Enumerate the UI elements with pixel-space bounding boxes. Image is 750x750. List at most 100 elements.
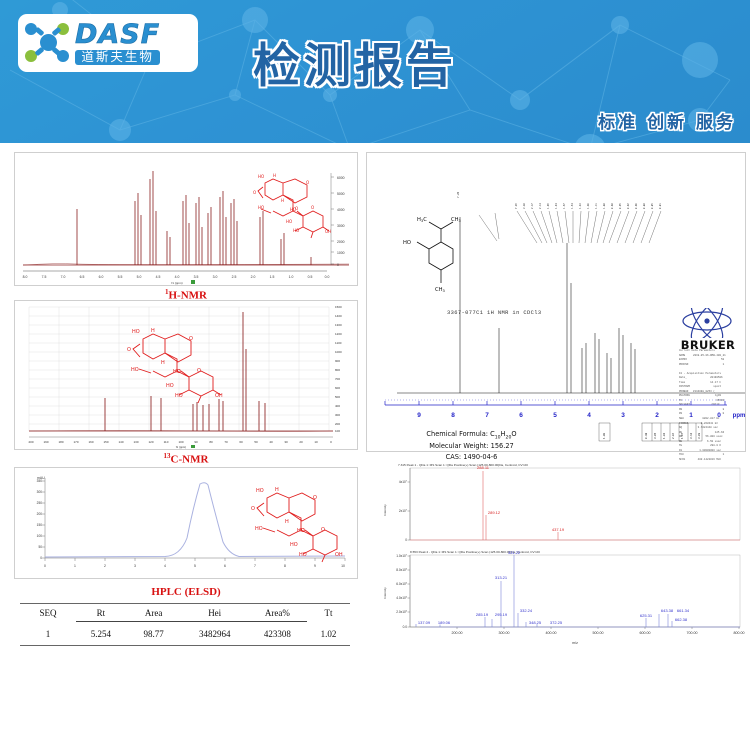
bruker-logo: BRUKER bbox=[677, 308, 739, 352]
table-row: 1 5.254 98.77 3482964 423308 1.02 bbox=[20, 622, 350, 646]
svg-text:3.09: 3.09 bbox=[698, 432, 701, 439]
svg-text:2: 2 bbox=[655, 412, 659, 419]
ms2-peak-label-643: 643.38 bbox=[661, 608, 674, 613]
cell-hei: 3482964 bbox=[198, 629, 231, 639]
bruker-wordmark: BRUKER bbox=[680, 338, 736, 352]
structure-diagram-hplc bbox=[256, 492, 338, 563]
svg-text:600: 600 bbox=[335, 386, 340, 390]
svg-text:120: 120 bbox=[148, 440, 153, 444]
label-ho: HO bbox=[403, 240, 411, 246]
cell-seq: 1 bbox=[45, 628, 51, 639]
svg-text:1300: 1300 bbox=[335, 323, 342, 327]
svg-text:O: O bbox=[295, 206, 298, 211]
svg-text:900: 900 bbox=[335, 359, 340, 363]
company-logo: DASF 道斯夫生物 bbox=[18, 14, 198, 72]
svg-text:0.0: 0.0 bbox=[403, 625, 408, 629]
svg-text:7.0: 7.0 bbox=[61, 275, 66, 279]
svg-text:100: 100 bbox=[335, 429, 340, 433]
svg-text:1000: 1000 bbox=[335, 350, 342, 354]
molecule-icon bbox=[24, 20, 72, 66]
svg-text:300: 300 bbox=[335, 413, 340, 417]
h-nmr-caption: 1H-NMR bbox=[165, 288, 207, 302]
ms2-peak-label-625: 625.31 bbox=[640, 613, 653, 618]
svg-text:6.0: 6.0 bbox=[99, 275, 104, 279]
svg-text:HO: HO bbox=[290, 207, 296, 212]
svg-text:4000: 4000 bbox=[337, 208, 345, 212]
svg-text:8: 8 bbox=[451, 412, 455, 419]
nmr-run-title: 3367-077C1 1H NMR in CDCl3 bbox=[447, 310, 542, 316]
ms2-title: 8.553 Peak 2 - QDa 1: MS Scan 1: QDa Pos… bbox=[410, 550, 540, 554]
svg-text:3.05: 3.05 bbox=[654, 432, 657, 439]
svg-text:10: 10 bbox=[314, 440, 318, 444]
ms2-peak-label-285: 285.19 bbox=[476, 612, 489, 617]
svg-text:1.0: 1.0 bbox=[289, 275, 294, 279]
svg-text:9: 9 bbox=[314, 564, 316, 568]
svg-text:HO: HO bbox=[258, 205, 264, 210]
svg-text:200.00: 200.00 bbox=[452, 631, 463, 635]
svg-text:0: 0 bbox=[405, 538, 407, 542]
svg-text:350: 350 bbox=[37, 479, 43, 483]
svg-text:6: 6 bbox=[224, 564, 226, 568]
svg-text:8.0: 8.0 bbox=[23, 275, 28, 279]
ms1-peak-label-437: 437.19 bbox=[552, 527, 565, 532]
ms-panel-1: 7.315 Peak 1 - QDa 1: MS Scan 1: QDa Pos… bbox=[380, 460, 746, 552]
bruker-nmr-spectrum: 7.26 3.38 2.17 2.14 1.96 1.94 1.67 1.64 … bbox=[384, 191, 745, 442]
svg-text:H: H bbox=[151, 328, 155, 334]
svg-text:3.38: 3.38 bbox=[523, 203, 526, 209]
cell-rt: 5.254 bbox=[90, 629, 111, 639]
svg-text:OH: OH bbox=[325, 229, 331, 234]
svg-text:0: 0 bbox=[717, 412, 721, 419]
ms1-ylabel: Intensity bbox=[383, 504, 387, 516]
svg-text:1: 1 bbox=[74, 564, 76, 568]
svg-text:1400: 1400 bbox=[335, 314, 342, 318]
svg-text:1.11: 1.11 bbox=[595, 203, 598, 209]
svg-text:HO: HO bbox=[255, 526, 263, 532]
cell-areapct: 423308 bbox=[263, 629, 291, 639]
svg-text:0.90: 0.90 bbox=[635, 203, 638, 209]
svg-text:5: 5 bbox=[194, 564, 196, 568]
c-nmr-caption-superscript: 13 bbox=[163, 452, 171, 460]
svg-text:1100: 1100 bbox=[335, 341, 342, 345]
svg-text:H: H bbox=[273, 173, 276, 178]
svg-text:4.0: 4.0 bbox=[175, 275, 180, 279]
svg-text:0: 0 bbox=[40, 556, 42, 560]
svg-text:7: 7 bbox=[485, 412, 489, 419]
svg-text:3.12: 3.12 bbox=[690, 432, 693, 439]
svg-text:2.5: 2.5 bbox=[232, 275, 237, 279]
ms-spectrum-2: 8.553 Peak 2 - QDa 1: MS Scan 1: QDa Pos… bbox=[383, 550, 745, 645]
svg-text:200: 200 bbox=[335, 422, 340, 426]
svg-text:H: H bbox=[281, 198, 284, 203]
svg-text:1.00: 1.00 bbox=[603, 432, 606, 439]
svg-text:0.92: 0.92 bbox=[627, 203, 630, 209]
svg-text:1.64: 1.64 bbox=[571, 203, 574, 209]
svg-text:190: 190 bbox=[43, 440, 48, 444]
svg-text:0.0: 0.0 bbox=[325, 275, 330, 279]
col-tt: Tt bbox=[324, 608, 333, 619]
svg-text:1.02: 1.02 bbox=[663, 432, 666, 439]
svg-text:6000: 6000 bbox=[337, 176, 345, 180]
svg-text:40: 40 bbox=[269, 440, 273, 444]
chemical-formula-line: Chemical Formula: C10H20O bbox=[426, 430, 517, 441]
svg-text:HO: HO bbox=[132, 329, 140, 335]
menthol-structure bbox=[416, 221, 454, 283]
h-nmr-caption-superscript: 1 bbox=[165, 288, 169, 296]
svg-text:300: 300 bbox=[37, 490, 43, 494]
svg-text:H: H bbox=[161, 360, 165, 366]
svg-text:90: 90 bbox=[194, 440, 198, 444]
svg-text:5.0: 5.0 bbox=[137, 275, 142, 279]
svg-text:H: H bbox=[275, 487, 279, 493]
solvent-peak-label: 7.26 bbox=[457, 191, 460, 198]
svg-text:60: 60 bbox=[239, 440, 243, 444]
svg-text:9: 9 bbox=[417, 412, 421, 419]
cas-line: CAS: 1490-04-6 bbox=[445, 452, 498, 461]
svg-text:1500: 1500 bbox=[335, 305, 342, 309]
svg-text:700.00: 700.00 bbox=[687, 631, 698, 635]
svg-text:250: 250 bbox=[37, 501, 43, 505]
svg-text:1: 1 bbox=[689, 412, 693, 419]
svg-text:50: 50 bbox=[38, 545, 42, 549]
